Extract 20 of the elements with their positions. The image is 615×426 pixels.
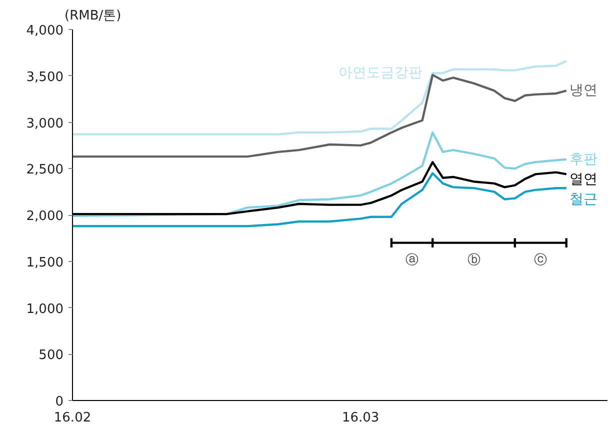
series-label: 아연도금강판 bbox=[338, 64, 422, 81]
x-tick-label: 16.02 bbox=[54, 410, 92, 426]
y-tick-label: 0 bbox=[55, 394, 64, 410]
y-tick-label: 4,000 bbox=[26, 24, 64, 38]
x-tick-label: 16.03 bbox=[342, 410, 380, 426]
y-tick-label: 3,500 bbox=[26, 70, 64, 85]
series-label: 열연 bbox=[569, 171, 598, 188]
series-label: 철근 bbox=[569, 191, 598, 208]
annotation: ⓐ bbox=[406, 252, 419, 268]
series-label: 냉연 bbox=[569, 82, 598, 99]
y-tick-label: 2,500 bbox=[26, 162, 64, 178]
y-tick-label: 1,000 bbox=[26, 302, 64, 317]
y-tick-label: 1,500 bbox=[26, 255, 64, 270]
annotation: ⓑ bbox=[467, 252, 480, 268]
y-tick-label: 500 bbox=[38, 348, 64, 364]
y-tick-label: 3,000 bbox=[26, 116, 64, 132]
series-label: 후판 bbox=[569, 151, 598, 168]
y-axis-title: (RMB/톤) bbox=[64, 8, 122, 24]
y-tick-label: 2,000 bbox=[26, 209, 64, 224]
annotation: ⓒ bbox=[534, 252, 548, 268]
